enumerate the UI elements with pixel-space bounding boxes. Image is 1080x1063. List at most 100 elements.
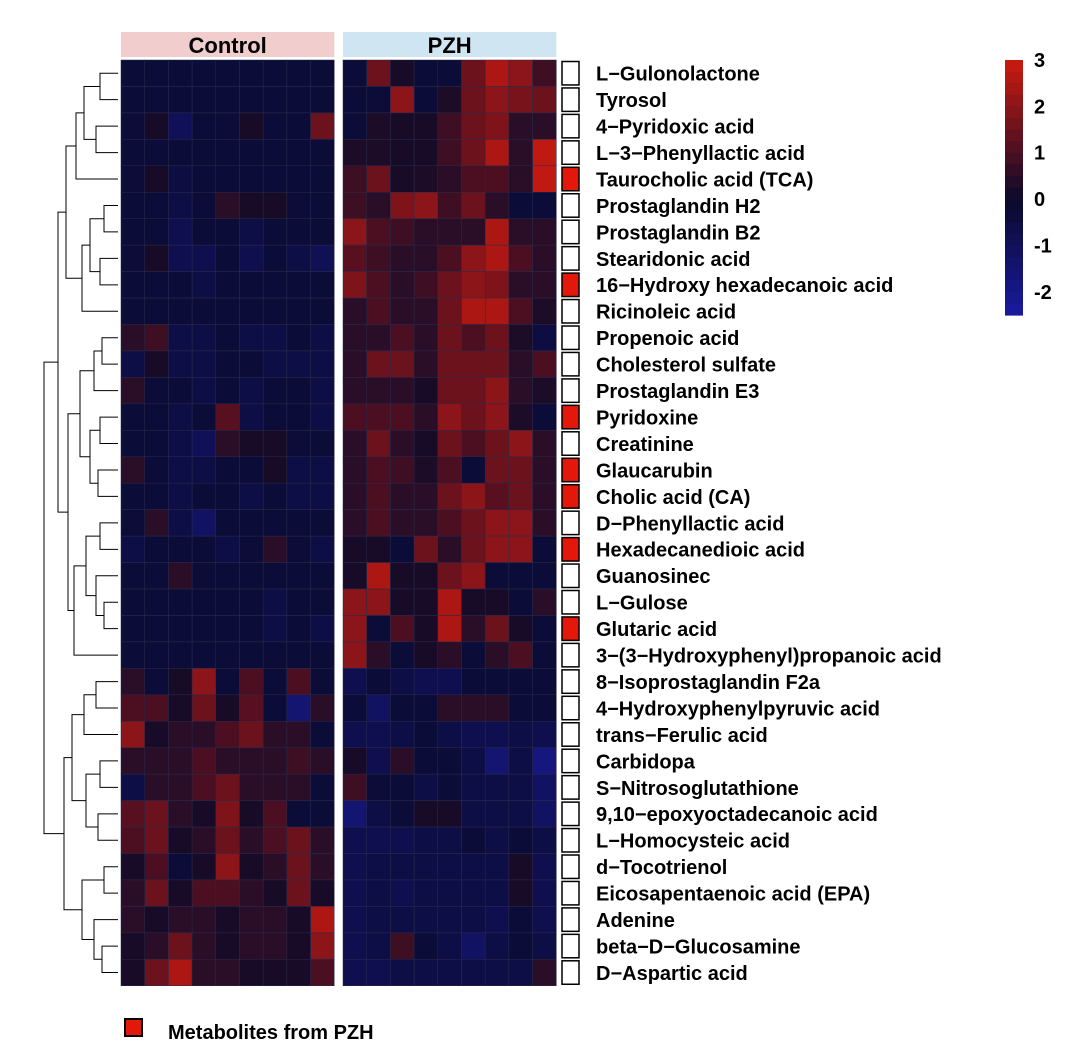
heatmap-cell bbox=[168, 244, 193, 272]
heatmap-cell bbox=[168, 562, 193, 590]
heatmap-cell bbox=[262, 271, 288, 299]
heatmap-cell bbox=[191, 615, 217, 643]
heatmap-cell bbox=[366, 456, 391, 484]
heatmap-cell bbox=[120, 297, 145, 325]
colorbar-segment bbox=[1005, 280, 1023, 293]
heatmap-cell bbox=[413, 456, 439, 484]
heatmap-cell bbox=[310, 932, 335, 960]
heatmap-cell bbox=[366, 324, 391, 352]
heatmap-cell bbox=[532, 906, 557, 934]
heatmap-cell bbox=[413, 773, 439, 801]
heatmap-cell bbox=[390, 853, 415, 881]
heatmap-cell bbox=[168, 615, 193, 643]
pzh-marker-empty bbox=[561, 748, 580, 774]
heatmap-cell bbox=[484, 482, 510, 510]
pzh-marker-empty bbox=[561, 510, 580, 536]
row-label: Glaucarubin bbox=[596, 460, 713, 482]
heatmap-cell bbox=[215, 588, 240, 616]
heatmap-cell bbox=[461, 112, 486, 140]
heatmap-cell bbox=[437, 112, 462, 140]
heatmap-cell bbox=[262, 641, 288, 669]
heatmap-cell bbox=[484, 139, 510, 167]
heatmap-cell bbox=[286, 641, 311, 669]
heatmap-cell bbox=[484, 297, 510, 325]
heatmap-cell bbox=[168, 324, 193, 352]
row-label: 4−Pyridoxic acid bbox=[596, 117, 754, 139]
group-bar-pzh bbox=[343, 32, 557, 57]
heatmap-cell bbox=[239, 430, 264, 457]
dendrogram-branch bbox=[95, 575, 118, 616]
heatmap-cell bbox=[310, 350, 335, 378]
heatmap-cell bbox=[144, 773, 169, 801]
heatmap-cell bbox=[286, 800, 311, 828]
heatmap-cell bbox=[461, 192, 486, 219]
heatmap-cell bbox=[168, 377, 193, 405]
heatmap-cell bbox=[144, 324, 169, 352]
heatmap-cell bbox=[532, 932, 557, 960]
heatmap-cell bbox=[239, 482, 264, 510]
heatmap-cell bbox=[532, 244, 557, 272]
heatmap-cell bbox=[532, 86, 557, 114]
heatmap-cell bbox=[191, 826, 217, 854]
heatmap-cell bbox=[437, 271, 462, 299]
colorbar-segment bbox=[1005, 71, 1023, 84]
pzh-marker-empty bbox=[561, 960, 580, 985]
heatmap-cell bbox=[413, 324, 439, 352]
heatmap-cell bbox=[215, 826, 240, 854]
heatmap-cell bbox=[144, 694, 169, 722]
heatmap-cell bbox=[484, 588, 510, 616]
heatmap-cell bbox=[310, 826, 335, 854]
heatmap-cell bbox=[191, 165, 217, 193]
heatmap-cell bbox=[191, 588, 217, 616]
heatmap-cell bbox=[168, 59, 193, 87]
heatmap-cell bbox=[390, 112, 415, 140]
pzh-legend-swatch bbox=[124, 1018, 143, 1037]
heatmap-cell bbox=[437, 509, 462, 537]
colorbar-segment bbox=[1005, 303, 1023, 316]
heatmap-cell bbox=[532, 218, 557, 246]
group-label-control: Control bbox=[189, 33, 267, 58]
heatmap-cell bbox=[342, 456, 367, 484]
heatmap-cell bbox=[168, 86, 193, 114]
heatmap-cell bbox=[461, 165, 486, 193]
heatmap-cell bbox=[262, 165, 288, 193]
pzh-marker-empty bbox=[561, 563, 580, 589]
heatmap-cell bbox=[286, 853, 311, 881]
heatmap-cell bbox=[366, 139, 391, 167]
heatmap-cell bbox=[390, 271, 415, 299]
heatmap-cell bbox=[215, 377, 240, 405]
heatmap-cell bbox=[508, 112, 533, 140]
heatmap-cell bbox=[508, 482, 533, 510]
heatmap-cell bbox=[215, 324, 240, 352]
colorbar-segment bbox=[1005, 199, 1023, 212]
pzh-marker-empty bbox=[561, 113, 580, 139]
dendrogram-branch bbox=[63, 757, 82, 911]
heatmap-cell bbox=[366, 694, 391, 722]
heatmap-cell bbox=[484, 112, 510, 140]
heatmap-cell bbox=[120, 456, 145, 484]
heatmap-cell bbox=[191, 403, 217, 431]
heatmap-cell bbox=[310, 879, 335, 907]
heatmap-cell bbox=[484, 86, 510, 114]
heatmap-cell bbox=[215, 456, 240, 484]
row-label: Adenine bbox=[596, 910, 675, 932]
heatmap-cell bbox=[239, 509, 264, 537]
heatmap-cell bbox=[120, 747, 145, 775]
heatmap-cell bbox=[390, 430, 415, 457]
heatmap-cell bbox=[413, 932, 439, 960]
heatmap-cell bbox=[508, 139, 533, 167]
heatmap-cell bbox=[366, 721, 391, 748]
heatmap-cell bbox=[262, 509, 288, 537]
heatmap-cell bbox=[310, 297, 335, 325]
row-label: 16−Hydroxy hexadecanoic acid bbox=[596, 275, 893, 297]
heatmap-cell bbox=[262, 562, 288, 590]
heatmap-cell bbox=[342, 826, 367, 854]
heatmap-cell bbox=[413, 430, 439, 457]
heatmap-cell bbox=[532, 482, 557, 510]
heatmap-cell bbox=[366, 747, 391, 775]
heatmap-cell bbox=[437, 165, 462, 193]
heatmap-cell bbox=[342, 668, 367, 696]
heatmap-cell bbox=[413, 800, 439, 828]
colorbar-tick-label: 1 bbox=[1034, 143, 1045, 165]
heatmap-cell bbox=[239, 86, 264, 114]
